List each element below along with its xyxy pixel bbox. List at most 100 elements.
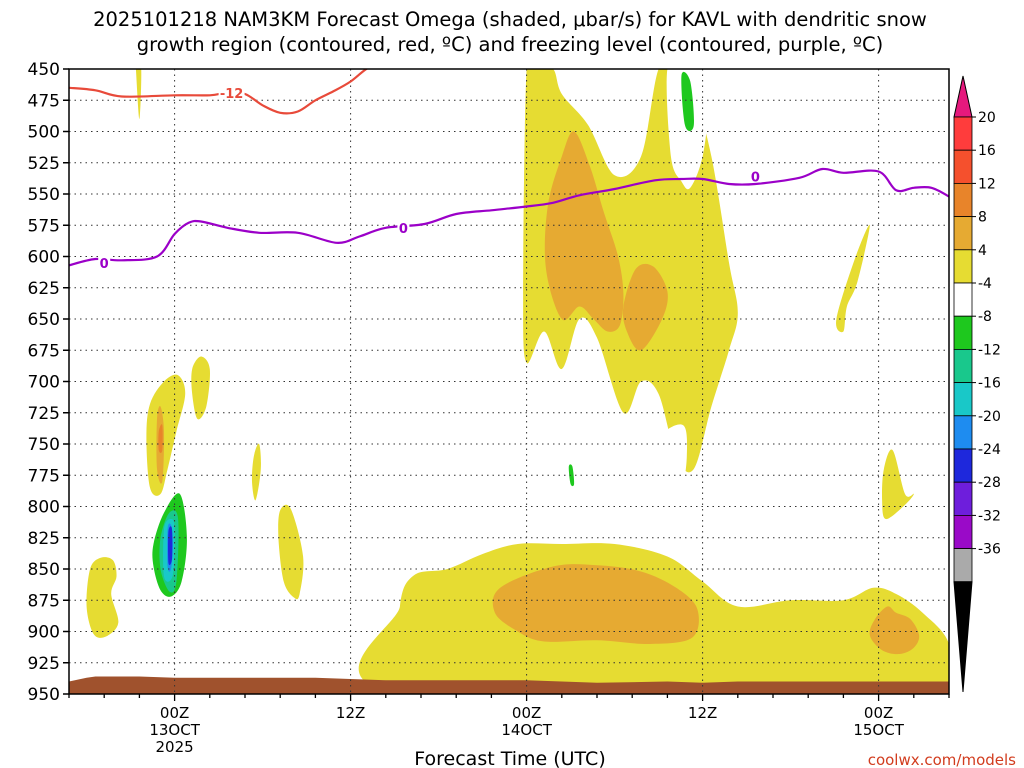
x-tick-label: 14OCT [501,721,552,739]
colorbar-swatch [953,216,973,251]
colorbar-label: 20 [978,110,996,126]
colorbar-swatch [953,182,973,217]
contour-lines [69,64,949,267]
omega-area-pos4 [135,69,142,119]
omega-area-neg4 [113,119,121,227]
colorbar-bottom-arrow [953,581,973,693]
y-tick-label: 625 [28,279,60,299]
contour-label-bg [98,254,111,269]
x-tick-label: 12Z [688,704,717,722]
x-tick-label: 00Z [864,704,893,722]
omega-area-pos8 [622,263,668,351]
colorbar-label: -24 [978,442,1001,458]
omega-area-pos4 [146,374,186,496]
dendritic-label: -12 [220,87,244,102]
omega-area-neg4 [634,424,688,508]
y-axis: 450 475 500 525 550 575 600 625 650 675 700 725 750 7… [28,60,69,705]
y-tick-label: 475 [28,91,60,111]
colorbar-swatch [953,116,973,151]
terrain-fill [69,676,949,694]
y-tick-label: 700 [28,373,60,393]
colorbar-label: -36 [978,542,1001,558]
y-tick-label: 550 [28,185,60,205]
omega-area-neg24 [168,526,173,566]
y-tick-label: 650 [28,310,60,330]
freezing-level-label: 0 [100,257,109,272]
credit-text: coolwx.com/models [868,751,1016,768]
omega-area-pos4 [836,224,870,333]
contour-dendritic-snow-growth-region [69,69,369,115]
colorbar-swatch [953,481,973,516]
colorbar-label: -16 [978,376,1001,392]
x-tick-label: 00Z [160,704,189,722]
y-tick-label: 775 [28,466,60,486]
colorbar-swatch [953,282,973,317]
colorbar-label: -32 [978,508,1001,524]
y-tick-label: 600 [28,248,60,268]
contour-label-bg [749,168,762,183]
omega-area-pos4 [881,449,914,520]
x-tick-label: 2025 [156,738,194,756]
x-axis-title: Forecast Time (UTC) [414,748,605,768]
y-tick-label: 850 [28,560,60,580]
grid-lines [69,69,949,694]
freezing-level-label: 0 [399,222,408,237]
y-tick-label: 675 [28,341,60,361]
y-tick-label: 575 [28,216,60,236]
colorbar-label: -12 [978,342,1001,358]
contour-label-bg [218,84,245,99]
colorbar-label: 16 [978,143,996,159]
chart-title-line-2: growth region (contoured, red, ºC) and f… [137,33,884,56]
colorbar-label: 4 [978,243,987,259]
x-tick-label: 12Z [336,704,365,722]
omega-area-pos8 [544,131,624,332]
contour-freezing-level [69,167,949,267]
x-tick-label: 00Z [512,704,541,722]
y-tick-label: 500 [28,123,60,143]
y-tick-label: 525 [28,154,60,174]
omega-area-pos12 [158,424,163,454]
terrain-band [69,676,949,694]
omega-area-pos8 [492,564,699,645]
omega-area-pos4 [191,356,210,420]
colorbar-label: -20 [978,409,1001,425]
colorbar-label: -28 [978,475,1001,491]
omega-area-neg8 [568,464,575,487]
y-tick-label: 800 [28,498,60,518]
freezing-level-label: 0 [751,171,760,186]
contour-dendritic-snow-growth-region-east- [896,64,949,68]
omega-area-neg4 [610,473,621,511]
omega-area-neg4 [156,281,163,337]
colorbar-swatch [953,382,973,417]
colorbar-label: 12 [978,176,996,192]
y-tick-label: 725 [28,404,60,424]
colorbar-swatch [953,548,973,583]
colorbar-label: -8 [978,309,992,325]
colorbar-swatch [953,448,973,483]
y-tick-label: 750 [28,435,60,455]
omega-area-pos8 [869,606,920,655]
x-tick-label: 15OCT [853,721,904,739]
colorbar-swatch [953,149,973,184]
y-tick-label: 950 [28,685,60,705]
x-tick-label: 13OCT [149,721,200,739]
colorbar: 20 16 12 8 4 -4 -8 -12 -16 -20 -24 -28 -32 -36 [953,75,1001,693]
chart-title-line-1: 2025101218 NAM3KM Forecast Omega (shaded… [93,8,927,31]
omega-shading [86,69,949,694]
contour-label-bg [397,219,410,234]
colorbar-top-arrow [953,75,973,118]
colorbar-label: 8 [978,210,987,226]
omega-area-neg4 [789,387,814,507]
y-tick-label: 925 [28,654,60,674]
y-tick-label: 825 [28,529,60,549]
colorbar-swatch [953,415,973,450]
colorbar-label: -4 [978,276,992,292]
omega-area-pos4 [86,557,119,638]
omega-area-neg8 [681,71,694,132]
y-tick-label: 875 [28,591,60,611]
colorbar-swatch [953,515,973,550]
omega-area-pos4 [278,504,304,600]
y-tick-label: 900 [28,623,60,643]
